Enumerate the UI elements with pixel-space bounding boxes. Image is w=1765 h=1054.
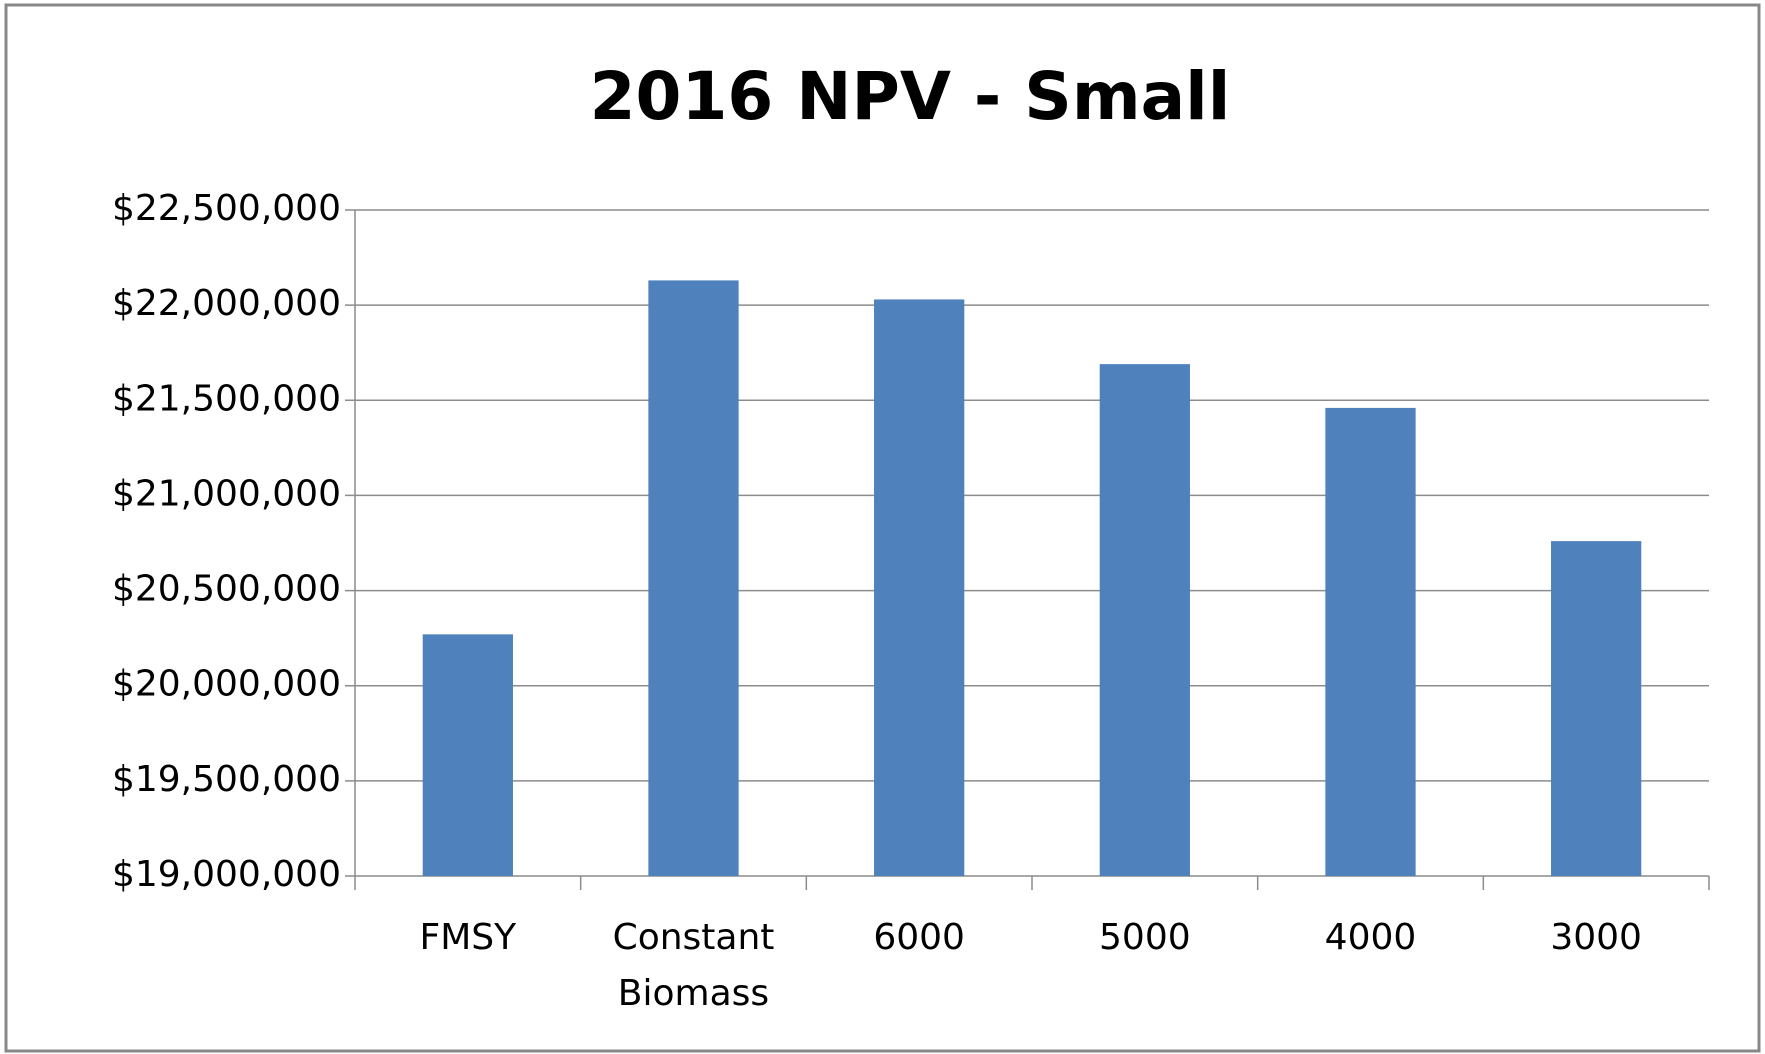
y-tick-label: $22,000,000 [112, 283, 341, 324]
x-tick-label: 6000 [873, 917, 965, 958]
y-tick-label: $19,000,000 [112, 854, 341, 895]
y-tick-label: $19,500,000 [112, 759, 341, 800]
y-tick-label: $21,000,000 [112, 473, 341, 514]
x-tick-label: FMSY [419, 917, 517, 958]
y-tick-label: $20,000,000 [112, 664, 341, 705]
y-tick-label: $21,500,000 [112, 378, 341, 419]
chart-title: 2016 NPV - Small [590, 58, 1231, 135]
y-tick-label: $22,500,000 [112, 188, 341, 229]
bar [1325, 407, 1416, 876]
bar [648, 280, 739, 876]
bar [1551, 541, 1642, 876]
bar [874, 299, 965, 876]
x-tick-label: Constant Biomass [612, 917, 775, 1014]
y-tick-label: $20,500,000 [112, 569, 341, 610]
x-tick-label: 3000 [1550, 917, 1642, 958]
x-tick-label: 4000 [1324, 917, 1417, 958]
bar [1099, 364, 1190, 876]
x-tick-label: 5000 [1099, 917, 1191, 958]
bar [422, 634, 513, 876]
